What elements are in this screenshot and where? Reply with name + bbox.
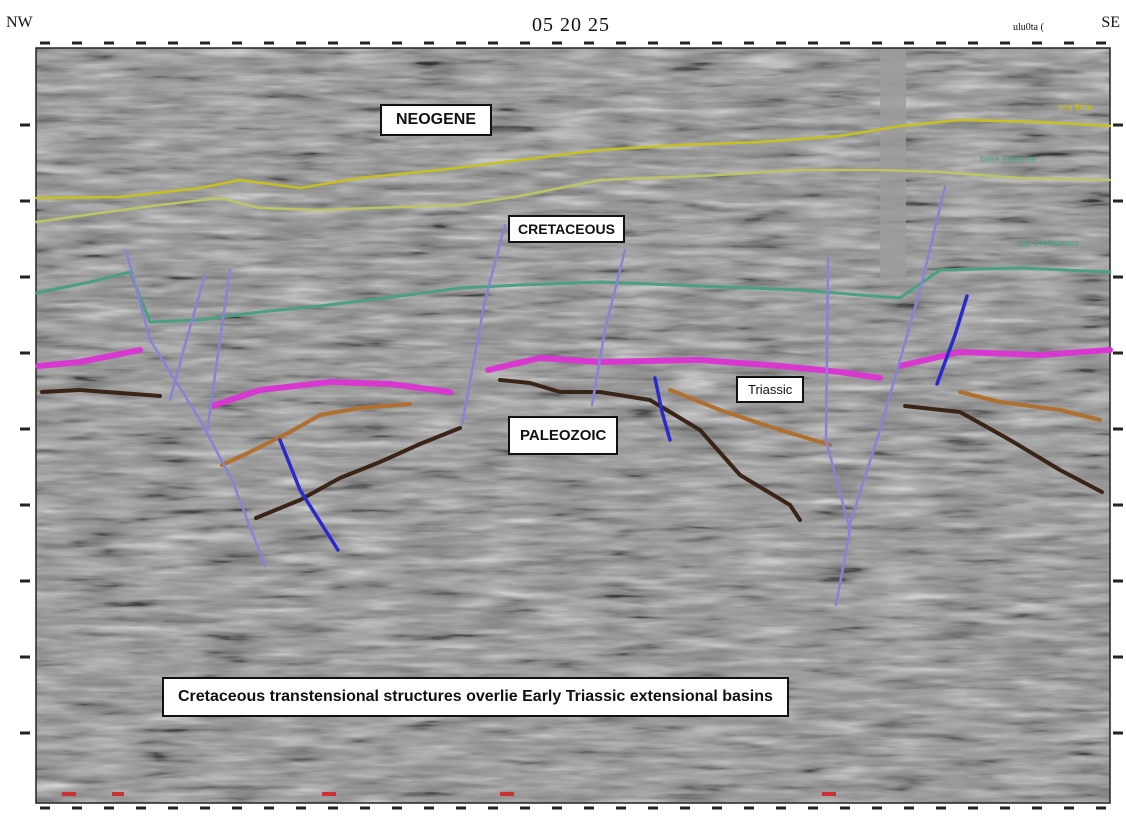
horizon-tag: sea floor — [1058, 102, 1093, 112]
minor-faults — [278, 294, 969, 552]
fault-line — [846, 185, 947, 532]
fault-line — [935, 294, 969, 386]
direction-se: SE — [1101, 14, 1120, 31]
horizon-cretaceous — [34, 266, 1112, 324]
horizon-triassic-top — [35, 347, 1113, 409]
section-frame — [35, 47, 1111, 804]
horizon-neogene-upper — [34, 118, 1112, 200]
label-triassic: Triassic — [736, 376, 805, 403]
caption-box: Cretaceous transtensional structures ove… — [162, 677, 789, 717]
fault-line — [460, 223, 507, 427]
shot-marker — [500, 792, 514, 796]
shot-marker — [62, 792, 76, 796]
label-neogene: NEOGENE — [380, 104, 493, 136]
fault-line — [653, 376, 672, 442]
fault-line — [168, 273, 207, 402]
shot-marker — [112, 792, 124, 796]
scale-note: ulu0ta ( — [1013, 22, 1044, 33]
horizon-permian — [220, 388, 1102, 467]
fault-line — [278, 438, 340, 552]
fault-line — [590, 248, 627, 407]
label-paleozoic: PALEOZOIC — [508, 416, 619, 455]
major-faults — [124, 185, 947, 607]
shot-marker — [822, 792, 836, 796]
line-id: 05 20 25 — [532, 14, 610, 36]
horizon-neogene-lower — [34, 168, 1112, 224]
fault-line — [824, 256, 852, 607]
data-gap — [880, 48, 906, 280]
fault-line — [124, 248, 267, 568]
fault-line — [205, 268, 232, 434]
shot-marker — [322, 792, 336, 796]
horizon-tag: top Cretaceous — [1018, 238, 1080, 248]
direction-nw: NW — [6, 14, 33, 31]
horizon-paleozoic — [40, 378, 1104, 522]
shot-markers — [62, 792, 836, 796]
horizon-tag: base Pliocene — [980, 154, 1037, 164]
frame-ticks — [20, 41, 1123, 810]
label-cretaceous: CRETACEOUS — [508, 215, 625, 243]
